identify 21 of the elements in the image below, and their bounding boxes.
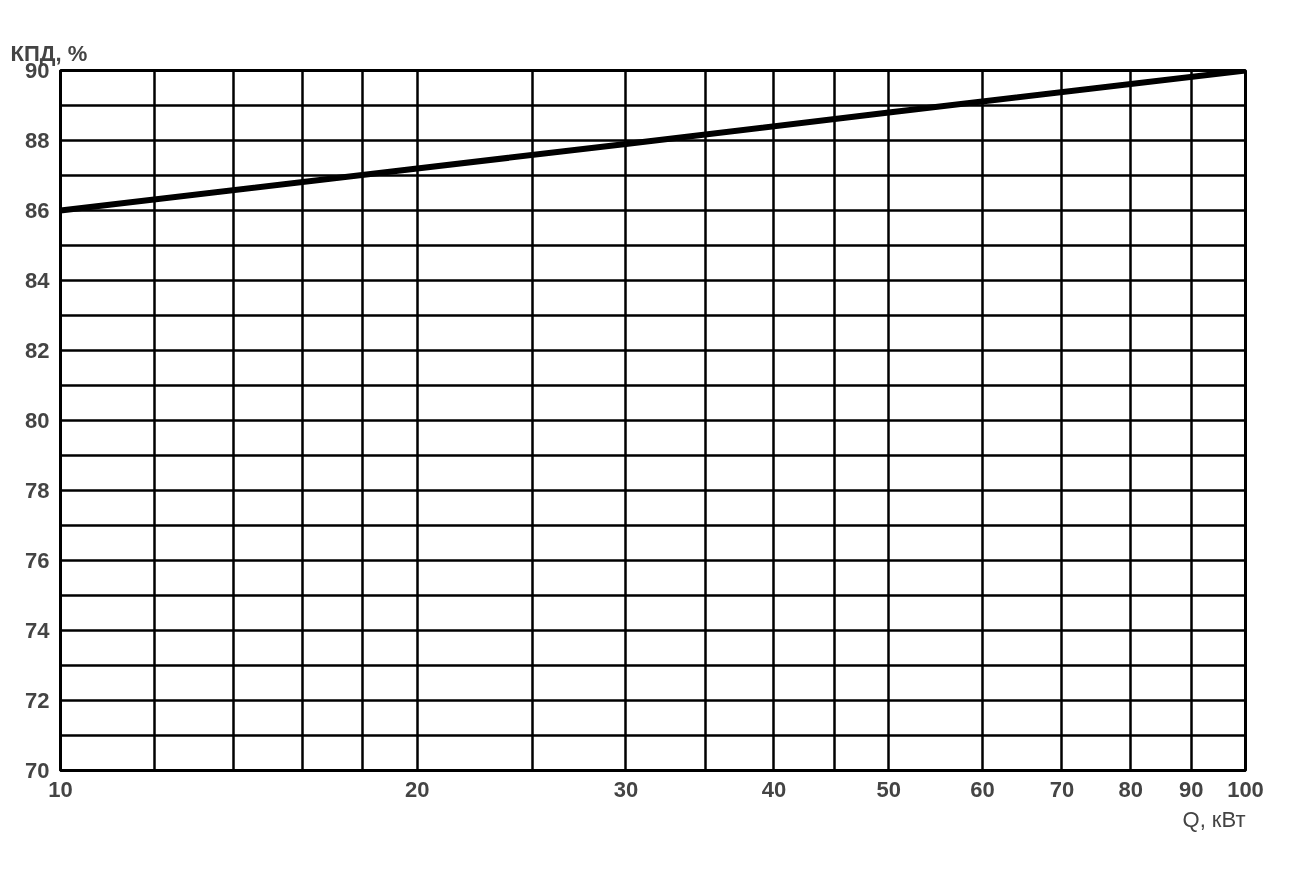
y-tick-label: 82 — [25, 338, 50, 363]
y-tick-label: 70 — [25, 758, 50, 783]
y-tick-label: 84 — [25, 268, 51, 293]
y-tick-label: 76 — [25, 548, 50, 573]
x-tick-label: 70 — [1049, 776, 1075, 802]
y-tick-label: 74 — [25, 618, 51, 643]
x-tick-label: 10 — [48, 776, 73, 802]
x-tick-label: 100 — [1227, 776, 1264, 802]
x-tick-label: 80 — [1118, 776, 1143, 802]
y-tick-label: 80 — [25, 408, 50, 433]
x-axis-title: Q, кВт — [1182, 806, 1246, 832]
y-tick-label: 72 — [25, 688, 50, 713]
y-tick-label: 86 — [25, 198, 50, 223]
y-tick-label: 88 — [25, 128, 50, 153]
x-tick-label: 30 — [613, 776, 639, 802]
x-tick-label: 40 — [761, 776, 787, 802]
x-tick-label: 20 — [404, 776, 430, 802]
x-tick-label: 50 — [876, 776, 902, 802]
x-tick-label: 60 — [970, 776, 995, 802]
x-tick-label: 90 — [1179, 776, 1204, 802]
y-tick-label: 78 — [25, 478, 50, 503]
